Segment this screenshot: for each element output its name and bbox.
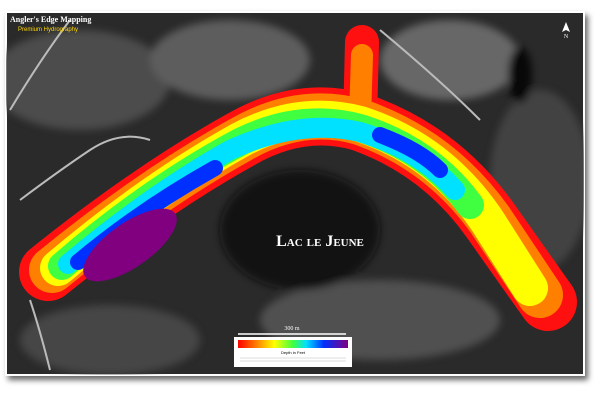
north-arrow xyxy=(562,22,570,32)
lake-name: Lac le Jeune xyxy=(276,233,364,250)
north-label: N xyxy=(564,34,569,40)
scale-label: 300 m xyxy=(284,326,300,332)
legend-colorbar xyxy=(238,340,348,348)
logo-subtitle: Premium Hydrography xyxy=(18,27,78,33)
satellite-background xyxy=(6,19,584,375)
lake-depth xyxy=(19,25,577,331)
legend-title: Depth in Feet xyxy=(281,350,306,355)
logo-title: Angler's Edge Mapping xyxy=(10,15,91,24)
